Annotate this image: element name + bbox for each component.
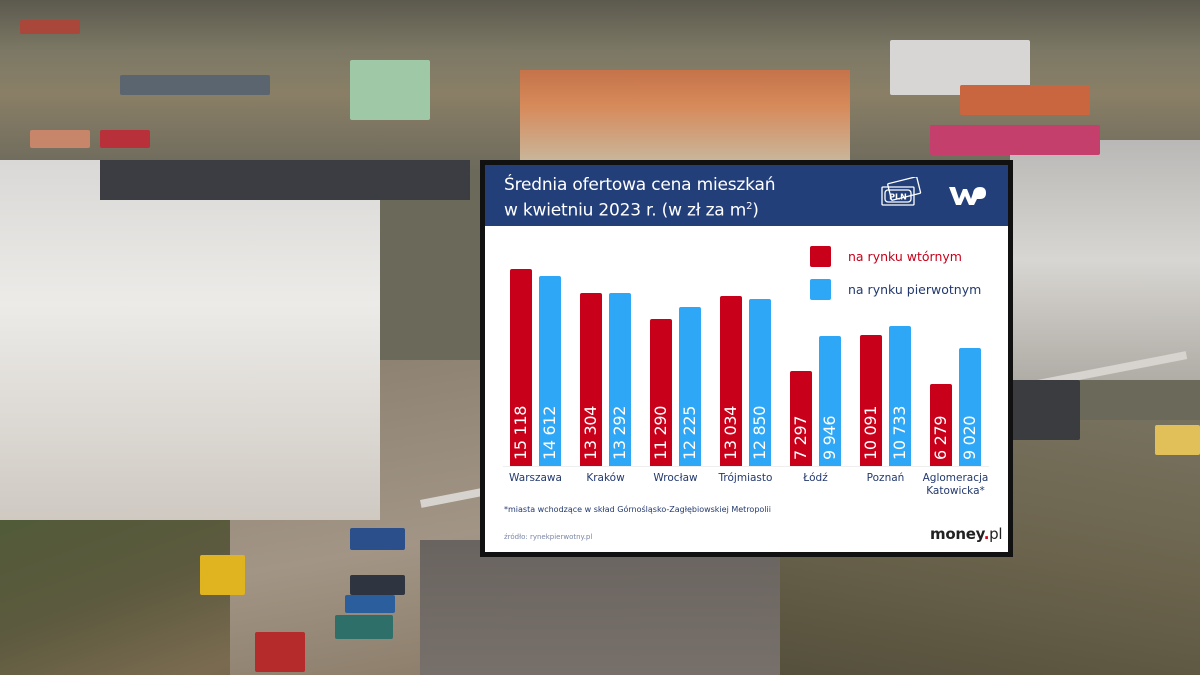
- legend-label: na rynku pierwotnym: [848, 281, 982, 297]
- source-text: źródło: rynekpierwotny.pl: [504, 533, 593, 541]
- category-label: Aglomeracja Katowicka*: [922, 472, 989, 497]
- legend-item-secondary-market: na rynku wtórnym: [810, 241, 981, 271]
- bar-secondary-market: 7 297: [790, 371, 812, 466]
- bar-primary-market: 12 850: [749, 299, 771, 466]
- bar-plot-area: 15 118 14 612 Warszawa 13 304 13 292 Kraków 11…: [485, 165, 1008, 552]
- roof: [30, 130, 90, 148]
- roof: [120, 75, 270, 95]
- car: [350, 575, 405, 595]
- car: [335, 615, 393, 639]
- footnote: *miasta wchodzące w skład Górnośląsko-Za…: [504, 505, 771, 514]
- orange-roof-buildings: [520, 70, 850, 160]
- parking-lot: [420, 540, 780, 675]
- car: [345, 595, 395, 613]
- bar-secondary-market: 13 304: [580, 293, 602, 466]
- legend-swatch-red: [810, 245, 831, 267]
- title-line-2: w kwietniu 2023 r. (w zł za m2): [504, 200, 759, 221]
- garage-roof: [1010, 380, 1080, 440]
- bar-primary-market: 9 946: [819, 336, 841, 466]
- svg-text:PLN: PLN: [889, 193, 907, 202]
- chart-panel: Średnia ofertowa cena mieszkań w kwietni…: [480, 160, 1013, 557]
- title-line-1: Średnia ofertowa cena mieszkań: [504, 175, 776, 195]
- category-label: Warszawa: [509, 472, 562, 484]
- red-container: [255, 632, 305, 672]
- yellow-shed: [1155, 425, 1200, 455]
- left-apartment-building: [0, 160, 380, 520]
- category-label: Poznań: [866, 472, 905, 484]
- car: [350, 528, 405, 550]
- category-label: Kraków: [586, 472, 625, 484]
- bar-primary-market: 13 292: [609, 293, 631, 466]
- roof: [20, 20, 80, 34]
- bar-secondary-market: 13 034: [720, 296, 742, 466]
- legend-swatch-blue: [810, 278, 831, 300]
- bar-primary-market: 9 020: [959, 348, 981, 466]
- bar-secondary-market: 11 290: [650, 319, 672, 466]
- roof: [960, 85, 1090, 115]
- legend-item-primary-market: na rynku pierwotnym: [810, 274, 981, 304]
- roof: [100, 130, 150, 148]
- category-label: Wrocław: [653, 472, 698, 484]
- money-pl-logo: money.pl: [930, 525, 1003, 543]
- chart-legend: na rynku wtórnym na rynku pierwotnym: [810, 241, 981, 307]
- pln-banknote-icon: PLN: [881, 177, 922, 206]
- bar-primary-market: 12 225: [679, 307, 701, 466]
- green-building: [350, 60, 430, 120]
- left-building-roof: [100, 160, 470, 200]
- chart-card: Średnia ofertowa cena mieszkań w kwietni…: [485, 165, 1008, 552]
- x-axis-baseline: [503, 466, 989, 467]
- yellow-excavator: [200, 555, 245, 595]
- wp-logo-icon: [949, 187, 986, 205]
- right-apartment-blocks: [1010, 140, 1200, 380]
- legend-label: na rynku wtórnym: [848, 248, 962, 264]
- bar-secondary-market: 15 118: [510, 269, 532, 466]
- bar-secondary-market: 6 279: [930, 384, 952, 466]
- pink-building: [930, 125, 1100, 155]
- bar-primary-market: 14 612: [539, 276, 561, 466]
- chart-header: Średnia ofertowa cena mieszkań w kwietni…: [485, 165, 1008, 226]
- category-label: Trójmiasto: [718, 472, 773, 484]
- category-label: Łódź: [803, 472, 828, 484]
- bar-secondary-market: 10 091: [860, 335, 882, 466]
- bar-primary-market: 10 733: [889, 326, 911, 466]
- chart-title: Średnia ofertowa cena mieszkań w kwietni…: [504, 175, 775, 222]
